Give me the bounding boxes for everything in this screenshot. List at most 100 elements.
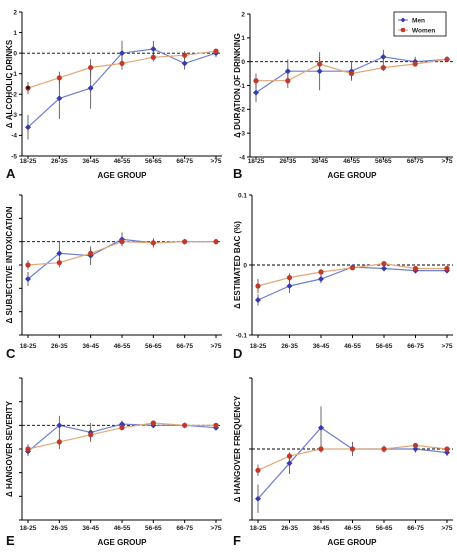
y-tick-label: -1: [11, 71, 17, 78]
women-point: [412, 442, 419, 449]
x-tick-label: 66-75: [407, 158, 424, 165]
women-point: [213, 239, 219, 245]
women-point: [444, 265, 450, 272]
women-point: [25, 446, 31, 452]
significance-annotation: *: [26, 84, 31, 96]
women-point: [412, 61, 418, 67]
men-point: [255, 297, 261, 303]
x-tick-label: 66-75: [176, 158, 193, 165]
x-axis-label: AGE GROUP: [98, 171, 148, 180]
panel-d: -0.1 0 0.1 18-25 26-35 36-45 46-55 56-65 66-75 >7…: [233, 192, 453, 361]
women-point: [349, 446, 356, 452]
x-tick-label: 36-45: [311, 158, 328, 165]
y-tick-label: 1: [241, 35, 245, 42]
x-tick-label: >75: [210, 525, 221, 532]
women-point: [349, 265, 356, 271]
men-point: [380, 53, 387, 60]
x-tick-label: 46-55: [114, 525, 131, 532]
y-tick-label: 0: [241, 59, 245, 66]
panel-b: -4 -3 -2 -1 0 1 2 18-25 26-35 36-45 46-55 56-65 66-7…: [233, 11, 453, 181]
y-axis-label: Δ ESTIMATED BAC (%): [233, 221, 242, 309]
x-tick-label: 66-75: [176, 525, 193, 532]
panel-letter: B: [233, 166, 242, 181]
x-tick-label: 66-75: [176, 343, 193, 350]
x-tick-label: 36-45: [82, 525, 99, 532]
panel-a: -5 -4 -3 -2 -1 0 1 2 18-25 26-35 36-45 46-55 56-65 66…: [5, 9, 222, 181]
y-tick-label: -3: [11, 112, 17, 119]
x-tick-label: >75: [210, 343, 221, 350]
y-tick-label: -1: [239, 83, 245, 90]
y-tick-label: 1: [13, 30, 17, 37]
x-axis-label: AGE GROUP: [98, 538, 148, 547]
y-tick-label: -4: [11, 133, 17, 140]
y-tick-label: -0.1: [236, 332, 248, 339]
men-point: [284, 68, 291, 75]
y-tick-label: 0: [13, 50, 17, 57]
men-point: [318, 424, 324, 431]
men-point: [119, 50, 125, 57]
women-point: [150, 420, 156, 426]
women-point: [56, 260, 62, 266]
women-point: [444, 56, 450, 62]
x-tick-label: 36-45: [313, 343, 330, 350]
women-point: [253, 78, 259, 84]
women-point: [88, 64, 94, 71]
panel-letter: D: [233, 346, 242, 361]
women-point: [213, 48, 219, 54]
women-point: [381, 261, 387, 267]
x-axis-label: AGE GROUP: [328, 171, 378, 180]
x-tick-label: 56-65: [376, 343, 393, 350]
men-point: [286, 460, 293, 467]
panel-e: 18-25 26-35 36-45 46-55 56-65 66-75 >75 Δ HANGO…: [5, 377, 222, 548]
y-axis-label: Δ ALCOHOLIC DRINKS: [5, 39, 14, 128]
x-tick-label: 18-25: [20, 343, 37, 350]
women-point: [150, 54, 156, 60]
x-tick-label: >75: [441, 343, 452, 350]
women-point: [381, 446, 387, 452]
men-point: [25, 276, 31, 282]
legend-women-marker: [400, 27, 406, 33]
men-point: [286, 283, 293, 289]
y-axis-label: Δ HANGOVER FREQUENCY: [233, 395, 242, 502]
women-point: [444, 446, 450, 452]
x-tick-label: 26-35: [51, 525, 68, 532]
legend: Men Women: [393, 11, 447, 37]
x-tick-label: 46-55: [344, 343, 361, 350]
women-point: [88, 250, 94, 256]
men-series-line: [257, 426, 448, 500]
x-tick-label: 56-65: [145, 158, 162, 165]
women-point: [56, 439, 62, 445]
x-tick-label: 36-45: [82, 158, 99, 165]
women-point: [119, 60, 125, 67]
women-point: [318, 446, 324, 452]
women-point: [286, 453, 293, 459]
x-tick-label: 46-55: [114, 158, 131, 165]
x-tick-label: 18-25: [250, 343, 267, 350]
y-tick-label: 2: [241, 11, 245, 18]
x-tick-label: 26-35: [51, 158, 68, 165]
men-point: [56, 422, 63, 429]
women-point: [213, 422, 219, 428]
women-point: [317, 61, 323, 67]
panel-letter: E: [6, 533, 15, 548]
y-axis-label: Δ SUBJECTIVE INTOXICATION: [5, 206, 14, 323]
men-point: [150, 46, 157, 53]
women-point: [255, 283, 261, 289]
legend-women-label: Women: [412, 27, 435, 34]
y-tick-label: -2: [239, 107, 245, 114]
panel-letter: C: [6, 346, 16, 361]
x-tick-label: 56-65: [376, 525, 393, 532]
women-point: [150, 240, 156, 246]
x-tick-label: 36-45: [82, 343, 99, 350]
x-tick-label: 18-25: [20, 158, 37, 165]
women-point: [348, 70, 355, 77]
women-point: [25, 262, 31, 268]
x-tick-label: >75: [441, 158, 452, 165]
x-tick-label: 56-65: [145, 525, 162, 532]
panel-c: 18-25 26-35 36-45 46-55 56-65 66-75 >75 Δ SUBJE…: [5, 194, 222, 361]
x-tick-label: 26-35: [281, 525, 298, 532]
legend-men-marker: [400, 17, 406, 23]
y-tick-label: 0: [243, 262, 247, 269]
y-tick-label: -4: [239, 154, 245, 161]
y-tick-label: -5: [11, 153, 17, 160]
